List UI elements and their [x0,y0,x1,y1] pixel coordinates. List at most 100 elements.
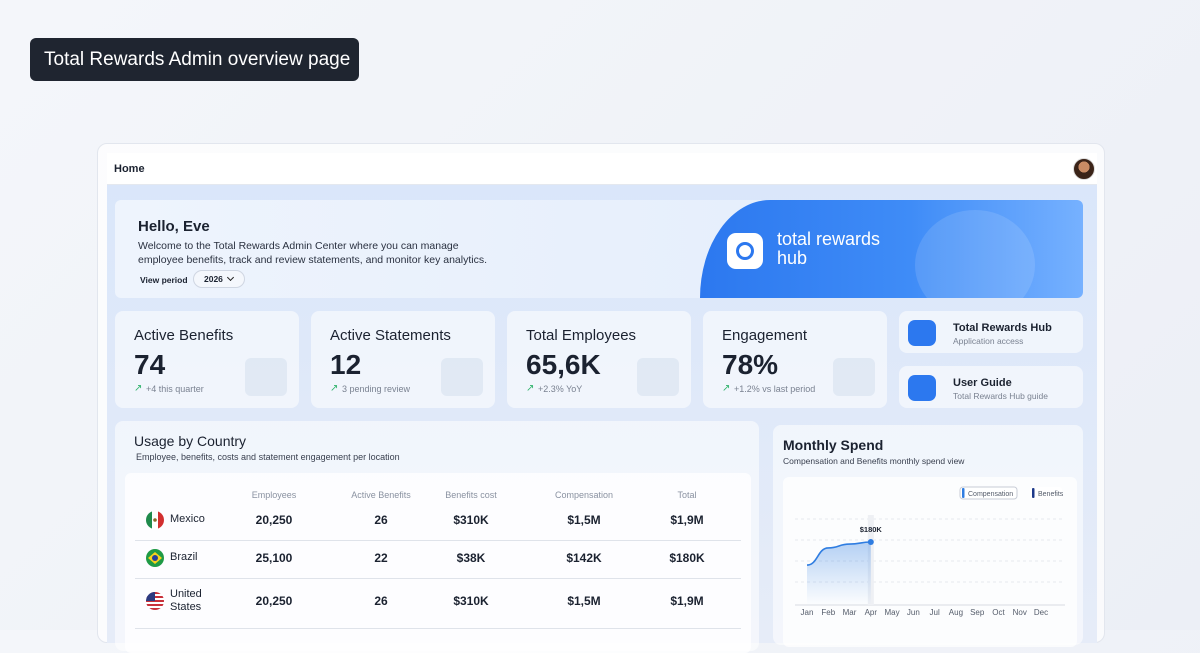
x-tick-label: Nov [1013,608,1027,617]
legend-item[interactable] [959,486,1018,500]
x-tick-label: Feb [821,608,835,617]
top-bar [107,153,1097,185]
table-cell: 26 [374,594,388,608]
period-dropdown[interactable]: 2026 [193,270,245,288]
data-label: $180K [860,525,883,534]
x-tick-label: May [885,608,900,617]
stat-value: 12 [330,349,362,380]
x-tick-label: Apr [865,608,878,617]
legend-swatch [1032,488,1035,498]
country-flag [146,549,164,567]
stat-note: 3 pending review [342,384,411,394]
trend-arrow: ↗ [330,383,339,394]
avatar[interactable] [1073,158,1095,180]
legend-label: Compensation [968,491,1013,498]
table-cell: $38K [456,551,486,565]
column-header: Total [677,490,697,500]
x-tick-label: Sep [970,608,985,617]
page-label: Total Rewards Admin overview page [30,38,359,81]
x-tick-label: Jun [907,608,920,617]
column-header: Active Benefits [351,490,411,500]
card-subtitle: Employee, benefits, costs and statement … [136,452,400,462]
period-label: View period [140,275,188,285]
link-subtitle: Application access [953,336,1024,346]
banner-decoration [915,210,1035,298]
link-subtitle: Total Rewards Hub guide [953,391,1048,401]
brand-banner [700,200,1083,298]
stat-value: 74 [134,349,166,380]
stat-value: 78% [722,349,779,380]
stat-card: Engagement 78% ↗ +1.2% vs last period [703,311,887,408]
stat-icon [833,358,875,396]
trend-arrow: ↗ [526,383,535,394]
table-cell: 26 [374,513,388,527]
table-cell: $310K [453,513,489,527]
table-cell: $310K [453,594,489,608]
breadcrumb[interactable]: Home [114,163,145,175]
x-tick-label: Aug [949,608,963,617]
stat-title: Total Employees [526,327,637,344]
table-cell: $1,5M [567,513,601,527]
usage-table: Employees Active Benefits Benefits cost Com… [125,473,751,653]
row-separator [135,578,741,579]
stat-note: +4 this quarter [146,384,204,394]
table-cell: 25,100 [255,551,293,565]
link-card[interactable]: Total Rewards Hub Application access [899,311,1083,353]
x-tick-label: Jan [801,608,814,617]
link-icon [908,320,936,346]
stat-title: Engagement [722,327,808,344]
stat-card: Total Employees 65,6K ↗ +2.3% YoY [507,311,691,408]
column-header: Benefits cost [445,490,497,500]
stat-icon [245,358,287,396]
usage-card: Usage by Country Employee, benefits, cos… [115,421,759,653]
chart-title: Monthly Spend [783,437,884,453]
table-cell: $1,5M [567,594,601,608]
trend-arrow: ↗ [134,383,143,394]
column-header: Employees [251,490,297,500]
legend-item[interactable] [1030,487,1062,499]
welcome-message: Welcome to the Total Rewards Admin Cente… [138,240,488,266]
country-flag [146,511,164,529]
stat-title: Active Benefits [134,327,234,344]
country-name: Brazil [170,551,198,563]
page-body: Total Rewards Admin overview page Home t… [0,0,1200,630]
stat-note: +2.3% YoY [538,384,583,394]
table-cell: 20,250 [255,594,293,608]
country-flag [146,592,164,610]
legend-swatch [962,488,965,498]
country-name: Mexico [170,513,205,525]
monthly-spend-card: Monthly Spend Compensation and Benefits … [773,425,1083,647]
table-cell: $142K [566,551,602,565]
stat-note: +1.2% vs last period [734,384,816,394]
legend-label: Benefits [1038,491,1064,498]
greeting: Hello, Eve [138,218,210,235]
link-card[interactable]: User Guide Total Rewards Hub guide [899,366,1083,408]
stat-icon [637,358,679,396]
trend-arrow: ↗ [722,383,731,394]
x-tick-label: Dec [1034,608,1048,617]
card-title: Usage by Country [134,433,247,449]
series-line [806,541,871,566]
chart: Jan Feb Mar Apr May Jun Jul Aug Sep Oct Nov Dec Comp… [783,477,1077,647]
chart-subtitle: Compensation and Benefits monthly spend … [783,456,965,466]
stat-value: 65,6K [526,349,601,380]
link-icon [908,375,936,401]
table-cell: 22 [374,551,388,565]
brand-text: hub [777,248,808,268]
column-header: Compensation [554,490,614,500]
brand-logo [727,233,763,269]
x-tick-label: Oct [992,608,1005,617]
x-tick-label: Jul [930,608,940,617]
country-name: United States [170,588,202,613]
row-separator [135,540,741,541]
table-cell: $1,9M [670,594,704,608]
hero-card: total rewards hub Hello, Eve Welcome to … [115,200,1083,298]
table-cell: 20,250 [255,513,293,527]
brand-text: total rewards [777,229,881,249]
page: Total Rewards Admin overview { "page_lab… [0,0,1200,630]
link-title: User Guide [953,377,1012,389]
stat-icon [441,358,483,396]
table-cell: $1,9M [670,513,704,527]
data-point [867,539,874,545]
table-cell: $180K [669,551,705,565]
